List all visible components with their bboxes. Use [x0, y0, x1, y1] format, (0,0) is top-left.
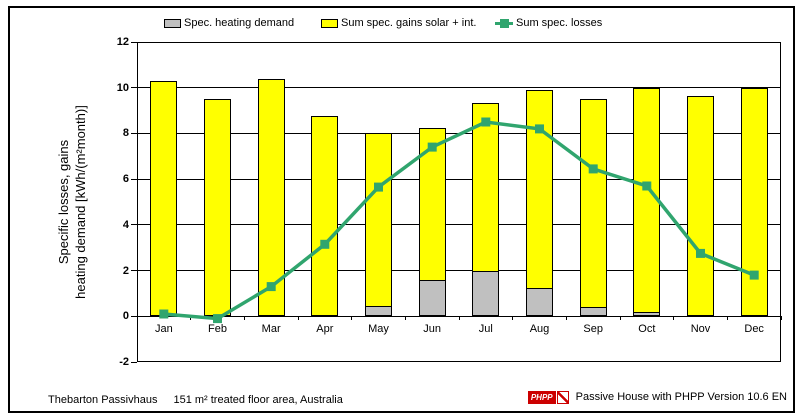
y-tickmark--2 [131, 361, 137, 363]
losses-marker-jun [427, 142, 437, 152]
x-tick-label-apr: Apr [316, 323, 334, 336]
losses-marker-feb [213, 314, 222, 324]
x-tickmark [726, 316, 728, 321]
bar-heating-demand-segment-may [366, 305, 391, 316]
legend-item-losses: Sum spec. losses [495, 16, 602, 30]
x-tick-label-jun: Jun [423, 323, 442, 336]
bar-heating-demand-segment-jul [473, 270, 499, 316]
bar-oct [633, 87, 661, 317]
phpp-version-credit: Passive House with PHPP Version 10.6 EN [575, 391, 787, 403]
y-tick-label-2: 2 [122, 264, 129, 277]
x-tick-label-sep: Sep [583, 323, 603, 336]
y-tickmark-10 [131, 87, 137, 89]
phpp-logo: PHPP [527, 390, 569, 404]
footer-left: Thebarton Passivhaus 151 m² treated floo… [48, 394, 343, 406]
y-tickmark-12 [131, 41, 137, 43]
bar-may [365, 133, 392, 317]
y-axis-title-line2: heating demand [kWh/(m²month)] [73, 105, 88, 299]
losses-marker-jul [481, 117, 491, 127]
y-tickmark-2 [131, 270, 137, 272]
y-tickmark-6 [131, 178, 137, 180]
gridline-6 [137, 178, 781, 180]
treated-floor-area-note: 151 m² treated floor area, Australia [173, 394, 343, 406]
losses-line [163, 120, 755, 321]
losses-marker-dec [749, 270, 759, 280]
plot-frame [137, 42, 781, 362]
bar-heating-demand-segment-jun [419, 279, 445, 316]
bar-mar [257, 78, 285, 317]
losses-marker-nov [696, 248, 705, 258]
x-tick-label-aug: Aug [529, 323, 550, 336]
heating-demand-swatch-icon [164, 18, 181, 28]
y-tickmark-8 [131, 132, 137, 134]
legend-item-gains: Sum spec. gains solar + int. [321, 16, 476, 30]
losses-marker-may [374, 182, 383, 192]
y-tick-label--2: -2 [119, 356, 129, 368]
x-tickmark [297, 316, 299, 321]
y-tick-label-4: 4 [122, 218, 129, 231]
losses-line-swatch-icon [495, 18, 513, 29]
y-tickmark-4 [131, 224, 137, 226]
losses-marker-oct [642, 181, 652, 191]
bar-apr [311, 116, 339, 317]
footer-right: PHPP Passive House with PHPP Version 10.… [527, 390, 787, 404]
phpp-logo-text: PHPP [527, 390, 556, 404]
x-tickmark [351, 316, 353, 321]
project-name: Thebarton Passivhaus [48, 394, 158, 406]
losses-marker-jan [159, 309, 169, 319]
legend-label-losses: Sum spec. losses [516, 17, 603, 29]
x-tick-label-oct: Oct [638, 323, 656, 336]
x-tick-label-nov: Nov [690, 323, 711, 336]
bar-heating-demand-segment-sep [580, 307, 606, 316]
gridline-4 [137, 224, 781, 226]
x-tickmark [404, 316, 406, 321]
x-tickmark [673, 316, 675, 321]
y-tick-label-0: 0 [122, 310, 129, 323]
y-tick-label-12: 12 [116, 36, 129, 48]
losses-marker-aug [535, 124, 544, 134]
bar-feb [204, 99, 231, 317]
x-tickmark [458, 316, 460, 321]
losses-marker-mar [266, 282, 276, 292]
x-tickmark [780, 316, 782, 321]
y-tick-label-10: 10 [116, 81, 129, 94]
bar-heating-demand-segment-aug [527, 287, 552, 316]
x-tickmark [243, 316, 245, 321]
y-tickmark-0 [131, 315, 137, 317]
x-tick-label-jan: Jan [154, 323, 173, 336]
plot-area: 12 10 8 6 4 2 0 -2 Jan Feb Mar Apr May Jun Jul Aug Sep Oc… [117, 36, 782, 368]
losses-marker-sep [588, 164, 598, 174]
x-tickmark [619, 316, 621, 321]
x-tickmark [136, 316, 138, 321]
bar-jan [150, 80, 178, 317]
x-tickmark [190, 316, 192, 321]
legend-label-heating-demand: Spec. heating demand [184, 17, 295, 29]
bar-jul [472, 102, 500, 317]
y-axis-title-line1: Specific losses, gains [56, 139, 71, 265]
y-tick-label-8: 8 [122, 127, 129, 140]
bar-sep [579, 99, 607, 317]
gridline-2 [137, 270, 781, 272]
x-tick-label-may: May [368, 323, 389, 336]
bar-jun [418, 127, 446, 317]
x-tickmark [512, 316, 514, 321]
legend-item-heating-demand: Spec. heating demand [164, 16, 294, 30]
x-tick-label-dec: Dec [744, 323, 764, 336]
losses-marker-apr [320, 239, 330, 249]
bar-nov [687, 95, 714, 317]
losses-line-chart [159, 117, 759, 324]
y-axis-title: Specific losses, gains heating demand [k… [55, 62, 89, 342]
gridline-10 [137, 87, 781, 89]
x-tickmark [565, 316, 567, 321]
bar-heating-demand-segment-oct [634, 311, 660, 316]
legend-label-gains: Sum spec. gains solar + int. [341, 17, 477, 29]
x-tick-label-jul: Jul [478, 323, 493, 336]
x-tick-label-feb: Feb [208, 323, 227, 336]
x-tick-label-mar: Mar [261, 323, 281, 336]
gains-swatch-icon [321, 18, 338, 28]
phpp-logo-mark-icon [556, 390, 569, 404]
y-tick-label-6: 6 [122, 173, 129, 186]
